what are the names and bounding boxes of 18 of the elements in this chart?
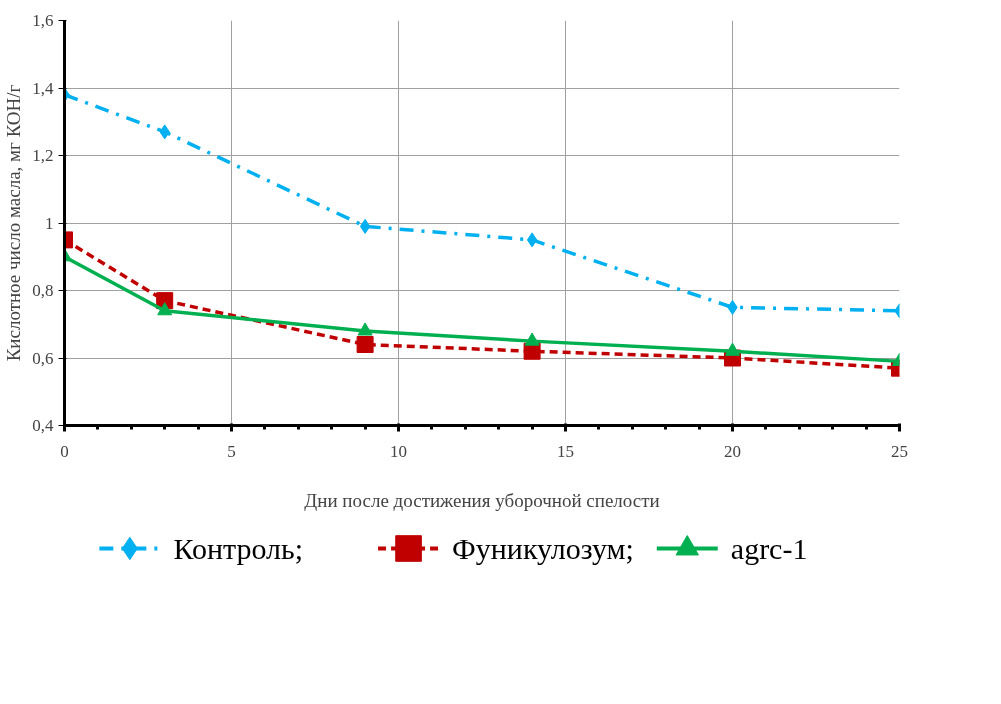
y-tick-label: 1 xyxy=(45,213,54,233)
y-tick-label: 1,6 xyxy=(32,11,54,30)
y-tick-label: 1,4 xyxy=(32,78,54,98)
y-tick-label: 0,4 xyxy=(32,416,54,435)
legend-label: agrc-1 xyxy=(730,532,808,565)
y-tick-label: 1,2 xyxy=(32,146,54,165)
x-tick-label: 10 xyxy=(390,441,407,461)
x-tick-label: 20 xyxy=(724,441,741,461)
legend-label: Контроль; xyxy=(173,532,304,565)
x-tick-label: 25 xyxy=(891,441,908,461)
y-axis-title: Кислотное число масла, мг КОН/г xyxy=(3,84,25,362)
y-tick-label: 0,8 xyxy=(32,281,54,300)
x-tick-label: 0 xyxy=(60,441,69,461)
y-tick-label: 0,6 xyxy=(32,348,54,368)
x-tick-label: 5 xyxy=(227,441,236,461)
x-tick-label: 15 xyxy=(557,441,574,461)
legend-label: Фуникулозум; xyxy=(452,532,634,565)
x-axis-title: Дни после достижения уборочной спелости xyxy=(304,489,660,511)
